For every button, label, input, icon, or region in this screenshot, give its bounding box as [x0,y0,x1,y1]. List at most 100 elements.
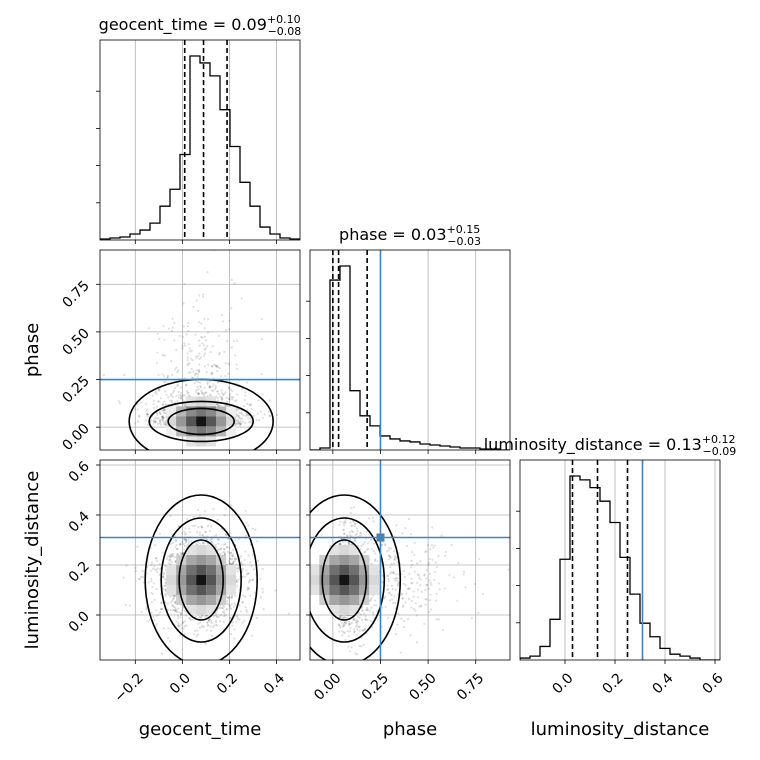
scatter-point [443,587,446,590]
scatter-point [274,589,277,592]
scatter-point [214,386,218,389]
scatter-point [195,355,198,358]
scatter-point [210,622,213,625]
scatter-point [217,366,220,369]
scatter-point [179,386,183,389]
scatter-point [183,624,186,628]
scatter-point [184,527,187,530]
scatter-point [164,584,167,587]
scatter-point [209,525,213,528]
xtick-label-phase-3: 0.75 [454,670,487,703]
title-phase: phase = 0.03+0.15 −0.03 [339,223,481,248]
scatter-point [179,616,182,619]
scatter-point [410,606,413,609]
scatter-point [241,387,244,390]
scatter-point [225,607,228,611]
scatter-point [199,381,202,384]
scatter-point [242,563,245,566]
scatter-point [206,331,210,334]
scatter-point [416,581,419,584]
scatter-point [244,606,247,609]
scatter-point [169,542,172,545]
scatter-point [207,618,210,622]
scatter-point [162,419,165,423]
scatter-point [404,584,407,587]
scatter-point [246,402,249,405]
scatter-point [202,394,206,397]
scatter-point [182,403,185,406]
scatter-point [394,558,397,561]
scatter-point [157,389,160,392]
scatter-point [164,588,167,591]
scatter-point [349,521,352,524]
scatter-point [175,609,178,612]
scatter-point [452,576,456,579]
scatter-point [170,399,174,402]
scatter-point [155,362,159,365]
scatter-point [161,418,164,421]
contour-1 [167,407,235,436]
scatter-point [187,343,190,346]
scatter-point [406,587,410,591]
density-block [176,565,187,575]
scatter-point [195,390,198,394]
scatter-point [170,373,174,377]
scatter-point [260,338,263,341]
scatter-point [239,423,242,426]
scatter-point [161,576,165,579]
scatter-point [342,631,345,634]
scatter-point [156,559,159,563]
scatter-point [220,396,223,399]
scatter-point [457,561,460,564]
scatter-point [250,565,253,568]
scatter-point [144,608,148,611]
scatter-point [154,420,157,424]
scatter-point [169,563,172,566]
scatter-point [361,629,364,632]
scatter-point [415,614,418,617]
scatter-point [241,420,244,423]
scatter-point [405,544,408,548]
scatter-point [215,620,218,624]
scatter-point [195,372,198,375]
density-block [166,416,177,427]
scatter-point [406,617,410,621]
scatter-point [194,372,197,375]
scatter-point [197,355,200,358]
scatter-point [347,542,350,545]
scatter-point [239,422,242,425]
scatter-point [230,346,233,349]
scatter-point [164,390,167,393]
scatter-point [424,603,427,606]
scatter-point [407,517,411,521]
scatter-point [386,588,389,591]
scatter-point [249,404,252,407]
scatter-point [245,609,248,612]
scatter-point [408,572,411,576]
scatter-point [162,409,165,412]
scatter-point [251,527,254,530]
density-block [369,575,380,585]
scatter-point [170,554,174,558]
scatter-point [433,544,436,547]
density-block [329,545,340,555]
scatter-point [212,389,215,393]
scatter-point [478,557,481,561]
scatter-point [153,619,156,622]
scatter-point [412,607,415,611]
scatter-point [396,576,399,580]
scatter-point [338,543,341,546]
scatter-point [174,608,177,611]
scatter-point [208,529,211,533]
density-block [226,426,237,437]
density-block [349,575,360,585]
scatter-point [188,347,191,350]
scatter-point [205,391,208,394]
scatter-point [358,644,361,647]
density-block [359,565,370,575]
scatter-point [219,548,222,551]
scatter-point [174,539,178,542]
scatter-point [172,609,175,612]
scatter-point [214,364,217,367]
scatter-point [340,622,343,625]
